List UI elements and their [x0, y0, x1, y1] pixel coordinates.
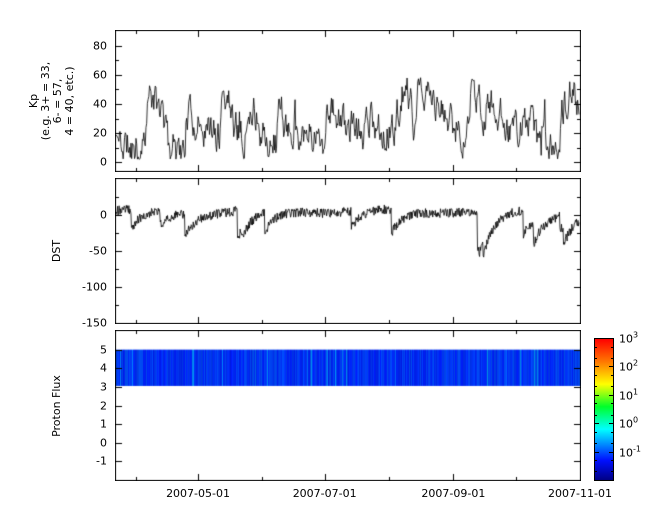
proton-flux-spectrogram [115, 330, 581, 481]
flux-colorbar [594, 338, 614, 481]
colorbar-tick-exponent: 3 [633, 330, 639, 340]
colorbar-major-tick [609, 338, 613, 339]
colorbar-minor-tick [595, 471, 597, 473]
kp-axis-title: Kp (e.g. 3+ = 33, 6- = 57, 4 = 40, etc.) [27, 62, 76, 140]
dst-axis-title: DST [50, 239, 63, 263]
x-tick-label: 2007-07-01 [292, 487, 357, 500]
colorbar-major-tick [595, 423, 599, 425]
kp-y-tick-label: 60 [93, 68, 107, 82]
flux-axis-title-line: Proton Flux [50, 374, 63, 437]
colorbar-minor-tick [595, 386, 597, 388]
colorbar-tick-base: 10 [619, 389, 633, 403]
dst-y-tick-label: 0 [100, 208, 107, 222]
kp-plot-panel [115, 30, 581, 172]
colorbar-minor-tick [611, 357, 613, 359]
colorbar-major-tick [609, 423, 613, 425]
colorbar-minor-tick [595, 403, 597, 405]
flux-axis-title: Proton Flux [50, 374, 63, 437]
kp-axis-title-line: 4 = 40, etc.) [63, 66, 76, 136]
kp-y-tick-label: 80 [93, 39, 107, 53]
flux-y-tick-label: 3 [100, 380, 107, 394]
colorbar-minor-tick [595, 431, 597, 433]
colorbar-major-tick [609, 451, 613, 453]
colorbar-major-tick [609, 366, 613, 368]
colorbar-minor-tick [611, 386, 613, 388]
colorbar-tick-base: 10 [619, 332, 633, 346]
colorbar-tick-label: 103 [619, 331, 638, 346]
dst-y-tick-label: -50 [89, 244, 107, 258]
colorbar-minor-tick [611, 414, 613, 416]
colorbar-major-tick [595, 338, 599, 339]
colorbar-tick-exponent: -1 [633, 444, 641, 454]
colorbar-tick-label: 10-1 [619, 444, 641, 459]
colorbar-major-tick [595, 451, 599, 453]
colorbar-minor-tick [611, 346, 613, 348]
colorbar-minor-tick [595, 414, 597, 416]
colorbar-minor-tick [611, 460, 613, 462]
flux-y-tick-label: 4 [100, 361, 107, 375]
colorbar-tick-exponent: 1 [633, 387, 639, 397]
colorbar-tick-label: 101 [619, 387, 638, 402]
x-tick-label: 2007-05-01 [166, 487, 230, 500]
dst-axis-title-line: DST [50, 239, 63, 263]
colorbar-tick-label: 100 [619, 416, 638, 431]
colorbar-major-tick [595, 366, 599, 368]
x-tick-label: 2007-09-01 [421, 487, 486, 500]
colorbar-tick-label: 102 [619, 359, 638, 374]
x-tick-label: 2007-11-01 [548, 487, 612, 500]
kp-y-tick-label: 0 [100, 155, 107, 169]
kp-y-tick-label: 20 [93, 126, 107, 140]
colorbar-minor-tick [611, 471, 613, 473]
colorbar-minor-tick [611, 431, 613, 433]
colorbar-minor-tick [595, 357, 597, 359]
colorbar-minor-tick [611, 403, 613, 405]
colorbar-tick-exponent: 2 [633, 359, 639, 369]
dst-plot-panel [115, 178, 581, 324]
flux-y-tick-label: -1 [96, 454, 107, 468]
colorbar-major-tick [609, 394, 613, 396]
kp-y-tick-label: 40 [93, 97, 107, 111]
colorbar-minor-tick [595, 460, 597, 462]
dst-y-tick-label: -150 [82, 316, 107, 330]
colorbar-tick-exponent: 0 [633, 415, 639, 425]
colorbar-major-tick [595, 394, 599, 396]
colorbar-tick-base: 10 [619, 360, 633, 374]
colorbar-minor-tick [595, 443, 597, 445]
flux-y-tick-label: 5 [100, 343, 107, 357]
colorbar-minor-tick [595, 374, 597, 376]
flux-y-tick-label: 0 [100, 436, 107, 450]
colorbar-tick-base: 10 [619, 417, 633, 431]
colorbar-minor-tick [595, 346, 597, 348]
flux-y-tick-label: 2 [100, 399, 107, 412]
flux-y-tick-label: 1 [100, 417, 107, 431]
colorbar-minor-tick [611, 374, 613, 376]
dst-y-tick-label: -100 [82, 280, 107, 294]
colorbar-tick-base: 10 [619, 445, 633, 459]
colorbar-minor-tick [611, 443, 613, 445]
